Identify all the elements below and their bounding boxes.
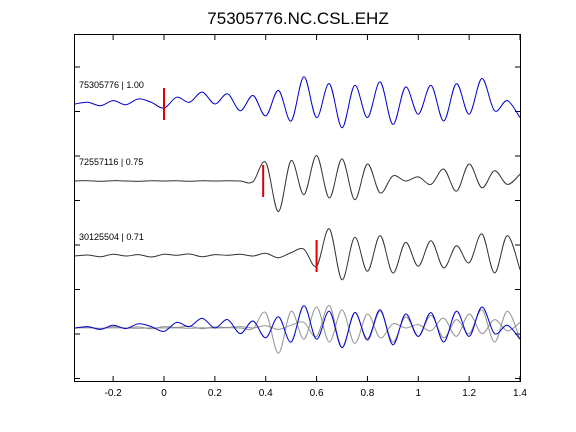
pick-markers [163, 88, 318, 272]
x-tick-label: 1 [416, 388, 422, 399]
chart-title: 75305776.NC.CSL.EHZ [207, 9, 388, 28]
trace-line [74, 154, 521, 213]
overlay-trace-line [74, 305, 521, 349]
overlay-stack [74, 305, 521, 354]
x-tick-label: 0 [161, 388, 167, 399]
trace-line [74, 228, 521, 281]
x-tick-label: 0.2 [208, 388, 222, 399]
trace-label: 72557116 | 0.75 [79, 157, 143, 167]
trace-line [74, 76, 521, 129]
x-tick-label: 0.4 [259, 388, 273, 399]
trace-label: 75305776 | 1.00 [79, 80, 144, 90]
trace-labels: 75305776 | 1.00 72557116 | 0.75 30125504 |… [79, 80, 144, 242]
x-tick-label: 0.8 [360, 388, 374, 399]
trace-label: 30125504 | 0.71 [79, 232, 144, 242]
x-ticks: -0.2 0 0.2 0.4 0.6 0.8 1 1.2 1.4 [105, 35, 527, 399]
traces [74, 76, 521, 281]
x-tick-label: 1.4 [513, 388, 527, 399]
x-tick-label: -0.2 [105, 388, 123, 399]
x-tick-label: 1.2 [462, 388, 476, 399]
x-tick-label: 0.6 [310, 388, 324, 399]
